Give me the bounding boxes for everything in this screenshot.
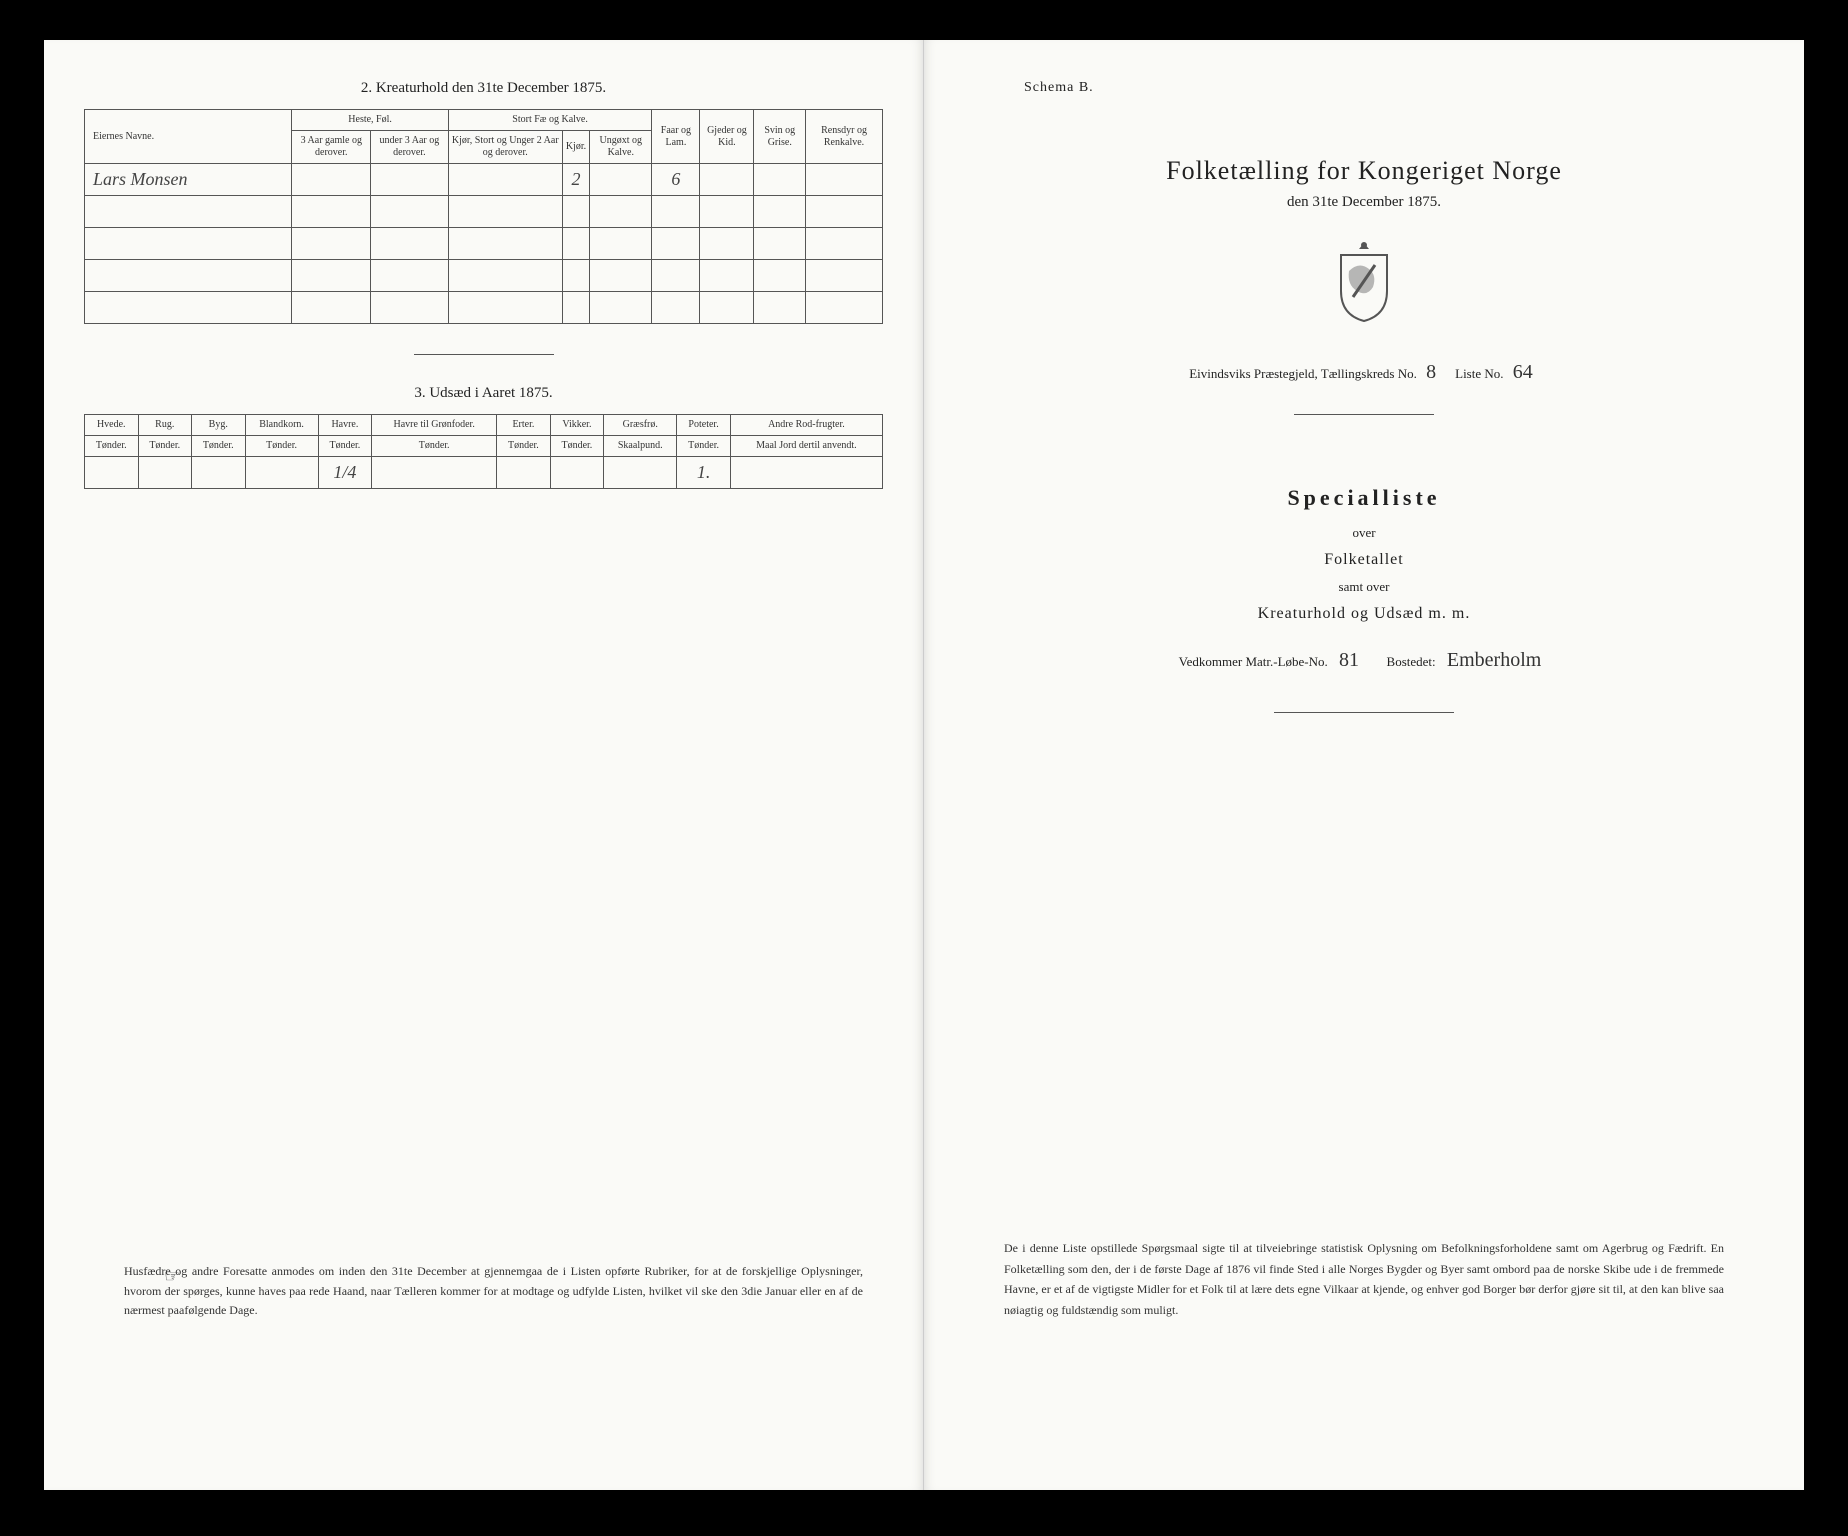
census-title: Folketælling for Kongeriget Norge — [964, 156, 1764, 186]
samt-over-label: samt over — [964, 579, 1764, 595]
liste-label: Liste No. — [1455, 366, 1503, 381]
cell — [372, 457, 497, 489]
cell — [754, 164, 806, 196]
cell — [192, 457, 246, 489]
matr-label: Vedkommer Matr.-Løbe-No. — [1179, 654, 1328, 669]
cell — [448, 164, 562, 196]
cell: 1. — [677, 457, 731, 489]
col-heste-group: Heste, Føl. — [292, 110, 448, 131]
right-page: Schema B. Folketælling for Kongeriget No… — [924, 40, 1804, 1490]
footer-text: Husfædre og andre Foresatte anmodes om i… — [124, 1264, 863, 1316]
table-row — [85, 292, 883, 324]
liste-no: 64 — [1507, 361, 1539, 383]
folketallet-label: Folketallet — [964, 551, 1764, 569]
seed-sh-2: Tønder. — [192, 436, 246, 457]
matr-line: Vedkommer Matr.-Løbe-No. 81 Bostedet: Em… — [964, 649, 1764, 672]
parish-line: Eivindsviks Præstegjeld, Tællingskreds N… — [964, 361, 1764, 384]
seed-h-5: Havre til Grønfoder. — [372, 415, 497, 436]
cell — [590, 164, 652, 196]
kreaturhold-label: Kreaturhold og Udsæd m. m. — [964, 605, 1764, 623]
seed-h-10: Andre Rod-frugter. — [730, 415, 882, 436]
matr-no: 81 — [1331, 649, 1367, 671]
seed-sh-7: Tønder. — [550, 436, 604, 457]
col-gjeder: Gjeder og Kid. — [700, 110, 754, 164]
cell — [700, 164, 754, 196]
cell: 1/4 — [318, 457, 372, 489]
col-fae-group: Stort Fæ og Kalve. — [448, 110, 652, 131]
seed-h-2: Byg. — [192, 415, 246, 436]
document-spread: 2. Kreaturhold den 31te December 1875. E… — [44, 40, 1804, 1490]
seed-h-7: Vikker. — [550, 415, 604, 436]
col-svin: Svin og Grise. — [754, 110, 806, 164]
seed-sh-3: Tønder. — [245, 436, 318, 457]
right-bottom-note: De i denne Liste opstillede Spørgsmaal s… — [1004, 1238, 1724, 1320]
cell — [497, 457, 551, 489]
seed-sh-4: Tønder. — [318, 436, 372, 457]
table-row — [85, 228, 883, 260]
livestock-table: Eiernes Navne. Heste, Føl. Stort Fæ og K… — [84, 109, 883, 324]
divider — [414, 354, 554, 355]
seed-h-8: Græsfrø. — [604, 415, 677, 436]
seed-sh-10: Maal Jord dertil anvendt. — [730, 436, 882, 457]
seed-h-0: Hvede. — [85, 415, 139, 436]
pointer-icon: ☞ — [164, 1262, 180, 1291]
parish-prefix: Eivindsviks Præstegjeld, Tællingskreds N… — [1189, 366, 1417, 381]
seed-h-6: Erter. — [497, 415, 551, 436]
bostedet-label: Bostedet: — [1387, 654, 1436, 669]
census-subtitle: den 31te December 1875. — [964, 194, 1764, 211]
schema-label: Schema B. — [1024, 80, 1764, 96]
cell: 2 — [562, 164, 589, 196]
coat-of-arms-icon — [1329, 241, 1399, 325]
col-rensdyr: Rensdyr og Renkalve. — [806, 110, 883, 164]
divider — [1274, 712, 1454, 713]
cell — [550, 457, 604, 489]
cell — [806, 164, 883, 196]
seed-table: Hvede. Rug. Byg. Blandkorn. Havre. Havre… — [84, 414, 883, 489]
table-row — [85, 196, 883, 228]
seed-sh-1: Tønder. — [138, 436, 192, 457]
table-row: Lars Monsen 2 6 — [85, 164, 883, 196]
specialliste-title: Specialliste — [964, 485, 1764, 511]
seed-sh-6: Tønder. — [497, 436, 551, 457]
seed-h-9: Poteter. — [677, 415, 731, 436]
seed-sh-8: Skaalpund. — [604, 436, 677, 457]
col-fae-1: Kjør. — [562, 131, 589, 164]
kreds-no: 8 — [1420, 361, 1442, 383]
divider — [1294, 414, 1434, 415]
cell — [371, 164, 449, 196]
cell — [292, 164, 371, 196]
seed-h-4: Havre. — [318, 415, 372, 436]
over-label: over — [964, 525, 1764, 541]
section-2-title: 2. Kreaturhold den 31te December 1875. — [84, 80, 883, 97]
cell — [138, 457, 192, 489]
section-3-title: 3. Udsæd i Aaret 1875. — [84, 385, 883, 402]
cell — [730, 457, 882, 489]
table-row: 1/4 1. — [85, 457, 883, 489]
seed-h-1: Rug. — [138, 415, 192, 436]
table-row — [85, 260, 883, 292]
left-footer-note: ☞ Husfædre og andre Foresatte anmodes om… — [124, 1262, 863, 1320]
cell — [85, 457, 139, 489]
seed-sh-0: Tønder. — [85, 436, 139, 457]
left-page: 2. Kreaturhold den 31te December 1875. E… — [44, 40, 924, 1490]
col-fae-2: Ungøxt og Kalve. — [590, 131, 652, 164]
seed-h-3: Blandkorn. — [245, 415, 318, 436]
owner-name: Lars Monsen — [85, 164, 292, 196]
col-faar: Faar og Lam. — [652, 110, 700, 164]
col-eier: Eiernes Navne. — [85, 110, 292, 164]
col-heste-0: 3 Aar gamle og derover. — [292, 131, 371, 164]
seed-sh-5: Tønder. — [372, 436, 497, 457]
cell: 6 — [652, 164, 700, 196]
cell — [604, 457, 677, 489]
col-heste-1: under 3 Aar og derover. — [371, 131, 449, 164]
col-fae-0: Kjør, Stort og Unger 2 Aar og derover. — [448, 131, 562, 164]
bostedet-value: Emberholm — [1439, 649, 1549, 671]
seed-sh-9: Tønder. — [677, 436, 731, 457]
cell — [245, 457, 318, 489]
